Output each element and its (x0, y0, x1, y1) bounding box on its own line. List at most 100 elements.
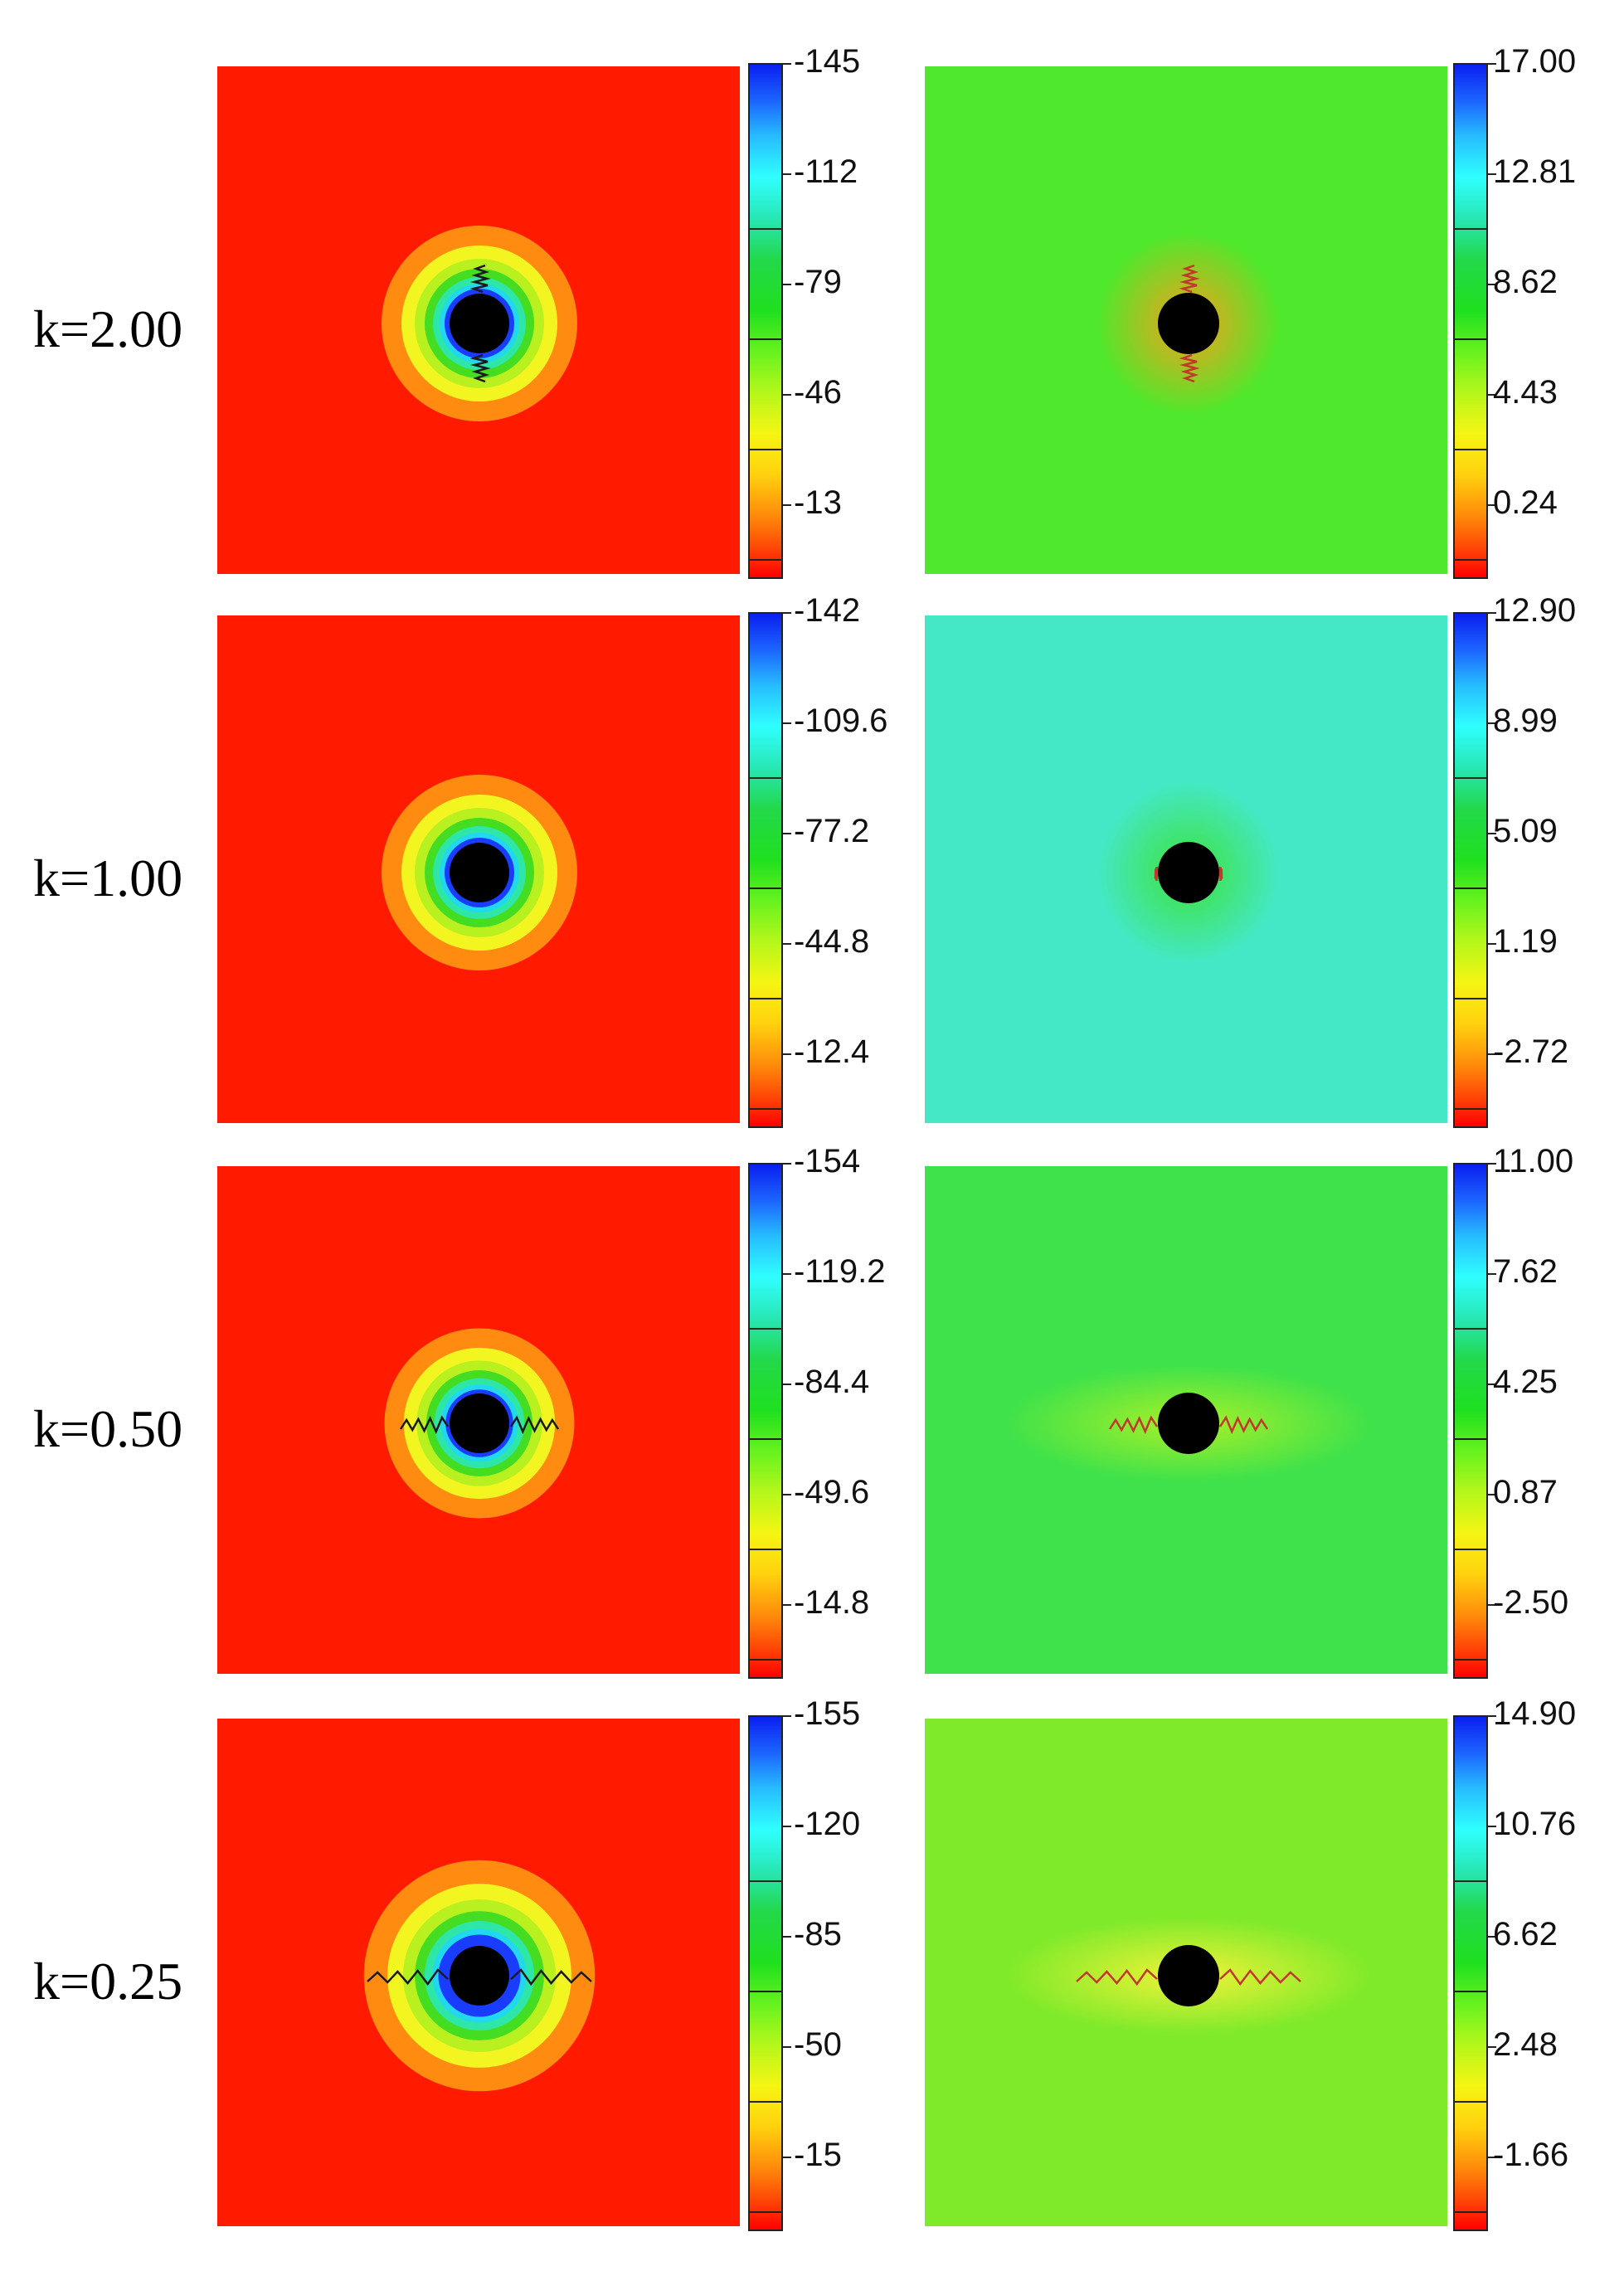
left-colorbar (748, 63, 783, 579)
colorbar-band-line (748, 1549, 783, 1550)
left-colorbar (748, 612, 783, 1128)
colorbar-tick (1488, 722, 1496, 724)
colorbar-tick (783, 943, 791, 945)
colorbar-tick-label: 11.00 (1493, 1143, 1574, 1179)
colorbar-tick (1488, 1053, 1496, 1055)
colorbar-tick-label: 6.62 (1493, 1916, 1558, 1952)
colorbar-tick-label: -13 (794, 484, 842, 521)
colorbar-tick-label: -2.50 (1493, 1584, 1569, 1621)
right-colorbar (1453, 1715, 1488, 2231)
colorbar-tick-label: 8.99 (1493, 703, 1558, 739)
colorbar-band-line (748, 1880, 783, 1882)
colorbar-band-line (748, 228, 783, 230)
crack-line (399, 1415, 450, 1435)
colorbar-tick (1488, 1494, 1496, 1495)
colorbar-band-line (748, 559, 783, 561)
colorbar-tick (1488, 612, 1496, 614)
colorbar-band-line (748, 998, 783, 999)
colorbar-band-line (748, 1991, 783, 1992)
borehole (450, 294, 509, 353)
crack-line (367, 1968, 449, 1987)
colorbar-tick-label: -145 (794, 43, 861, 80)
colorbar-band-line (1453, 2101, 1488, 2103)
colorbar-tick (783, 1826, 791, 1827)
colorbar-tick (783, 173, 791, 175)
colorbar-band-line (1453, 2211, 1488, 2213)
crack-line (1108, 1415, 1159, 1435)
k-ratio-label: k=0.50 (33, 1399, 183, 1458)
colorbar-tick (783, 1053, 791, 1055)
crack-line (1179, 264, 1200, 294)
colorbar-band-line (748, 1108, 783, 1110)
colorbar-tick-label: -1.66 (1493, 2137, 1569, 2173)
colorbar-tick-label: -155 (794, 1695, 861, 1732)
crack-line (510, 1968, 592, 1987)
colorbar-tick (1488, 394, 1496, 396)
colorbar-tick (783, 1273, 791, 1275)
colorbar-tick-label: -79 (794, 264, 842, 300)
colorbar-band-line (748, 1328, 783, 1330)
colorbar-tick-label: -154 (794, 1143, 861, 1179)
colorbar-band-line (1453, 1438, 1488, 1440)
colorbar-band-line (1453, 887, 1488, 889)
borehole (450, 843, 509, 902)
colorbar-tick (1488, 1384, 1496, 1385)
left-stress-field-panel (217, 615, 740, 1123)
colorbar-band-line (1453, 1108, 1488, 1110)
colorbar-tick (783, 394, 791, 396)
colorbar-tick (783, 504, 791, 506)
right-stress-field-panel (925, 66, 1447, 574)
colorbar-tick (783, 2046, 791, 2048)
colorbar-band-line (748, 1438, 783, 1440)
colorbar-band-line (748, 1659, 783, 1661)
colorbar-tick-label: -50 (794, 2026, 842, 2063)
colorbar-band-line (1453, 1328, 1488, 1330)
colorbar-tick-label: -85 (794, 1916, 842, 1952)
colorbar-tick (783, 1936, 791, 1938)
colorbar-tick (1488, 1604, 1496, 1606)
colorbar-tick-label: 0.24 (1493, 484, 1558, 521)
borehole (1158, 1393, 1219, 1454)
colorbar-tick (783, 833, 791, 834)
colorbar-tick (1488, 943, 1496, 945)
colorbar-tick-label: 10.76 (1493, 1806, 1577, 1842)
crack-line (509, 1415, 560, 1435)
colorbar-band-line (748, 2101, 783, 2103)
right-colorbar (1453, 63, 1488, 579)
colorbar-tick (783, 1384, 791, 1385)
crack-line (1076, 1968, 1158, 1987)
crack-line (1219, 1968, 1301, 1987)
colorbar-tick (783, 284, 791, 285)
colorbar-tick (1488, 1163, 1496, 1165)
colorbar-tick-label: 0.87 (1493, 1474, 1558, 1510)
colorbar-band-line (1453, 228, 1488, 230)
colorbar-tick-label: -77.2 (794, 813, 870, 849)
colorbar-tick-label: -15 (794, 2137, 842, 2173)
crack-line (1218, 1415, 1269, 1435)
k-ratio-label: k=0.25 (33, 1952, 183, 2011)
colorbar-tick-label: 7.62 (1493, 1253, 1558, 1290)
colorbar-band-line (1453, 449, 1488, 450)
colorbar-tick (783, 63, 791, 65)
colorbar-tick-label: -14.8 (794, 1584, 870, 1621)
colorbar-band-line (748, 887, 783, 889)
right-colorbar (1453, 1163, 1488, 1679)
right-colorbar (1453, 612, 1488, 1128)
colorbar-tick (783, 2157, 791, 2158)
crack-line (469, 353, 491, 383)
colorbar-tick-label: -109.6 (794, 703, 888, 739)
k-ratio-label: k=1.00 (33, 849, 183, 907)
colorbar-tick-label: -120 (794, 1806, 861, 1842)
borehole (1158, 1945, 1219, 2006)
colorbar-band-line (1453, 1659, 1488, 1661)
crack-line (469, 264, 491, 294)
colorbar-band-line (748, 449, 783, 450)
colorbar-tick-label: 14.90 (1493, 1695, 1577, 1732)
colorbar-tick (1488, 504, 1496, 506)
colorbar-tick-label: -84.4 (794, 1364, 870, 1400)
right-stress-field-panel (925, 1166, 1447, 1674)
colorbar-tick-label: -44.8 (794, 923, 870, 960)
colorbar-tick (1488, 284, 1496, 285)
colorbar-band-line (1453, 1880, 1488, 1882)
colorbar-tick-label: 17.00 (1493, 43, 1577, 80)
